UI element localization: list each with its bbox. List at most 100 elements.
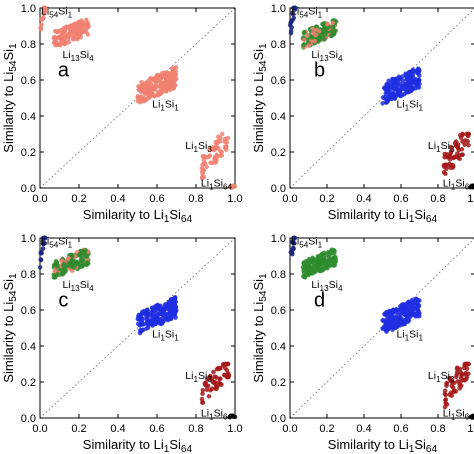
cluster-label-Li1Si3-base: Li xyxy=(428,140,436,152)
data-point xyxy=(301,42,306,48)
cluster-label-Li13Si4-mid: Si xyxy=(80,49,89,61)
cluster-label-Li1Si1-sub2: 1 xyxy=(174,103,179,112)
data-point xyxy=(162,72,167,78)
cluster-label-Li1Si1-sub1: 1 xyxy=(405,333,410,342)
data-point xyxy=(380,95,386,100)
data-point xyxy=(393,86,398,92)
data-point xyxy=(169,72,174,77)
cluster-label-Li1Si3-sub2: 3 xyxy=(450,145,455,154)
data-point xyxy=(306,271,311,276)
data-point xyxy=(391,91,396,96)
data-point xyxy=(53,42,58,48)
x-axis-label-sub1: 1 xyxy=(164,214,170,225)
x-axis-label-base: Similarity to Li xyxy=(328,437,409,452)
cluster-label-Li1Si1-mid: Si xyxy=(409,328,418,340)
y-axis-label: Similarity to Li54Si1 xyxy=(1,43,19,153)
data-point xyxy=(218,148,223,154)
data-point xyxy=(399,93,405,98)
cluster-label-Li1Si64-base: Li xyxy=(443,408,451,420)
y-tick-label: 0.0 xyxy=(21,183,36,195)
cluster-label-Li54Si1-mid: Si xyxy=(58,236,67,248)
cluster-label-Li1Si3-sub1: 1 xyxy=(436,145,441,154)
cluster-label-Li1Si64: Li1Si64 xyxy=(443,408,474,422)
y-tick-label: 0.4 xyxy=(21,111,36,123)
data-point xyxy=(143,97,149,103)
y-tick-label: 0.0 xyxy=(271,413,286,425)
data-point xyxy=(407,69,413,75)
panel-b: 0.0 0.2 0.4 0.6 0.8 1.0 0.0 0.2 0.4 0.6 0.8 1.0 Simi… xyxy=(251,3,474,225)
y-tick-label: 0.6 xyxy=(271,75,286,87)
data-point xyxy=(330,262,336,268)
cluster-label-Li54Si1: Li54Si1 xyxy=(41,236,73,250)
data-point xyxy=(136,316,142,322)
cluster-label-Li1Si64-sub1: 1 xyxy=(451,413,456,422)
series-Li1Si3 xyxy=(199,131,231,181)
y-axis-label: Similarity to Li54Si1 xyxy=(1,273,19,383)
cluster-label-Li1Si64-mid: Si xyxy=(214,178,223,190)
x-tick-label: 0.8 xyxy=(430,423,445,435)
cluster-label-Li13Si4: Li13Si4 xyxy=(311,279,343,293)
x-tick-label: 0.4 xyxy=(356,193,371,205)
x-axis-label-base: Similarity to Li xyxy=(328,207,409,222)
data-point xyxy=(400,84,406,90)
data-point xyxy=(223,365,228,371)
y-axis-label-base: Similarity to Li xyxy=(1,302,16,383)
x-tick-label: 0.4 xyxy=(110,193,125,205)
data-point xyxy=(61,263,66,269)
data-point xyxy=(52,28,58,34)
series-Li1Si3 xyxy=(199,361,232,405)
data-point xyxy=(61,37,66,43)
cluster-label-Li1Si64: Li1Si64 xyxy=(443,178,474,192)
data-point xyxy=(408,309,414,314)
x-tick-label: 0.8 xyxy=(188,193,203,205)
data-point xyxy=(69,30,75,35)
data-point xyxy=(62,41,68,47)
data-point xyxy=(214,152,220,158)
cluster-label-Li1Si1: Li1Si1 xyxy=(152,328,179,342)
cluster-label-Li1Si3-mid: Si xyxy=(441,140,450,152)
data-point xyxy=(288,20,293,26)
cluster-label-Li13Si4-base: Li xyxy=(311,49,319,61)
data-point xyxy=(200,391,205,396)
x-tick-label: 1.0 xyxy=(467,423,474,435)
cluster-label-Li1Si3-mid: Si xyxy=(441,370,450,382)
data-point xyxy=(384,100,389,105)
data-point xyxy=(81,26,86,31)
cluster-label-Li1Si1-sub2: 1 xyxy=(419,333,424,342)
y-axis-label-sub1: 54 xyxy=(258,290,269,302)
panel-letter: c xyxy=(58,289,68,311)
cluster-label-Li1Si1-sub1: 1 xyxy=(405,103,410,112)
data-point xyxy=(172,296,178,302)
y-tick-label: 0.4 xyxy=(271,341,286,353)
data-point xyxy=(385,83,391,88)
x-axis-label-mid: Si xyxy=(169,437,181,452)
data-point xyxy=(330,24,336,30)
cluster-label-Li1Si1-sub1: 1 xyxy=(160,103,165,112)
data-point xyxy=(207,374,213,379)
data-point xyxy=(462,142,467,147)
data-point xyxy=(301,37,307,43)
y-axis-label-base: Similarity to Li xyxy=(251,72,266,153)
data-point xyxy=(315,254,321,259)
x-tick-label: 0.6 xyxy=(149,423,164,435)
cluster-label-Li1Si1-mid: Si xyxy=(165,98,174,110)
cluster-label-Li1Si64-sub1: 1 xyxy=(209,413,214,422)
data-point xyxy=(52,269,57,274)
data-point xyxy=(151,314,156,319)
data-point xyxy=(51,275,57,280)
data-point xyxy=(173,65,179,70)
y-axis-label-sub2: 1 xyxy=(258,43,269,49)
y-tick-label: 0.0 xyxy=(21,413,36,425)
series-Li54Si1 xyxy=(37,235,48,270)
data-point xyxy=(404,77,409,82)
cluster-label-Li13Si4-sub2: 4 xyxy=(338,54,343,63)
series-Li1Si3 xyxy=(442,361,471,410)
x-axis-label-sub1: 1 xyxy=(409,444,415,454)
cluster-label-Li1Si1-base: Li xyxy=(152,328,160,340)
cluster-label-Li1Si64-mid: Si xyxy=(214,408,223,420)
x-tick-label: 1.0 xyxy=(467,193,474,205)
data-point xyxy=(212,156,218,162)
series-Li54Si1 xyxy=(288,235,298,257)
cluster-label-Li1Si3-sub2: 3 xyxy=(450,375,455,384)
data-point xyxy=(451,389,457,394)
